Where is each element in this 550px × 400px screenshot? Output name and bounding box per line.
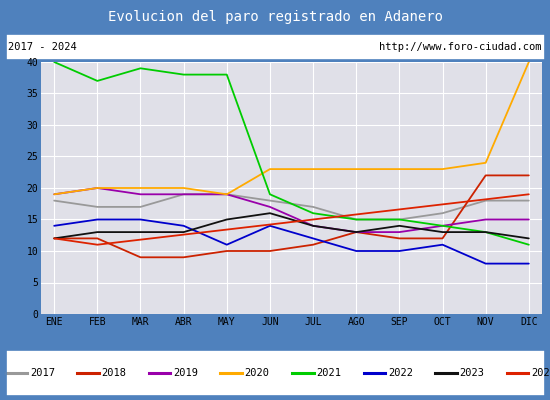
Text: 2023: 2023 [459, 368, 485, 378]
Text: 2021: 2021 [316, 368, 341, 378]
Text: 2017 - 2024: 2017 - 2024 [8, 42, 77, 52]
Text: 2019: 2019 [173, 368, 198, 378]
Text: 2017: 2017 [30, 368, 55, 378]
Text: Evolucion del paro registrado en Adanero: Evolucion del paro registrado en Adanero [107, 10, 443, 24]
Text: http://www.foro-ciudad.com: http://www.foro-ciudad.com [379, 42, 542, 52]
Text: 2024: 2024 [531, 368, 550, 378]
Text: 2018: 2018 [101, 368, 127, 378]
Text: 2022: 2022 [388, 368, 413, 378]
Text: 2020: 2020 [245, 368, 270, 378]
